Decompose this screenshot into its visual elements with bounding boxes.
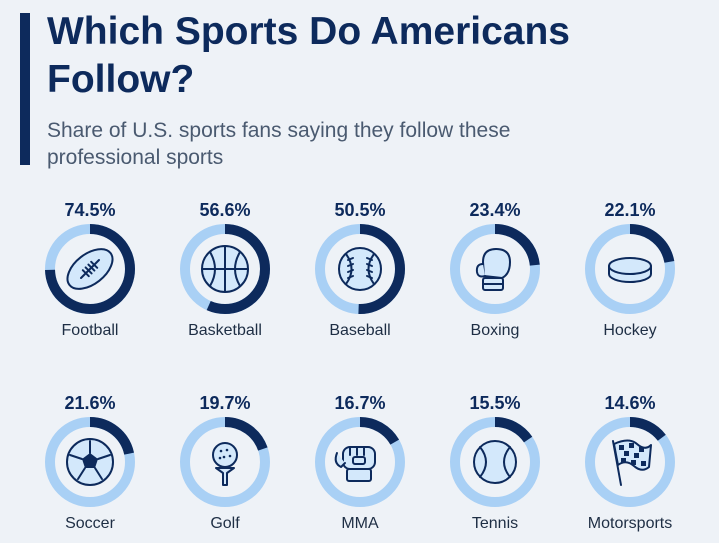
category-label: Motorsports [587,515,673,532]
donut-svg [180,224,270,314]
category-label: Football [61,322,119,339]
donut-ring [450,417,540,507]
donut-value-arc [180,417,270,507]
data-label: 16.7% [334,393,386,413]
donut-svg [585,417,675,507]
data-label: 23.4% [469,200,521,220]
category-label: Basketball [188,322,262,339]
donut-svg [180,417,270,507]
tennis-ball-icon [473,440,517,484]
data-label: 21.6% [64,393,116,413]
donut-ring [585,417,675,507]
donut-value-arc [45,417,135,507]
donut-item-basketball: 56.6% Basketball [157,200,293,350]
donut-item-football: 74.5% Football [22,200,158,350]
football-icon [66,248,114,290]
category-label: Hockey [603,322,657,339]
donut-value-arc [585,224,675,314]
boxing-glove-icon [475,248,511,291]
donut-ring [585,224,675,314]
title-accent-bar [20,13,30,165]
category-label: Soccer [65,515,115,532]
hockey-puck-icon [608,257,652,283]
donut-item-motorsports: 14.6% Motorsports [562,393,698,543]
data-label: 15.5% [469,393,521,413]
checkered-flag-icon [612,439,652,486]
category-label: Tennis [471,515,519,532]
donut-svg [315,224,405,314]
donut-item-hockey: 22.1% Hockey [562,200,698,350]
donut-value-arc [315,417,405,507]
data-label: 74.5% [64,200,116,220]
donut-item-golf: 19.7% Golf [157,393,293,543]
donut-item-boxing: 23.4% Boxing [427,200,563,350]
donut-svg [315,417,405,507]
category-label: MMA [341,515,379,532]
donut-svg [45,417,135,507]
category-label: Boxing [470,322,520,339]
data-label: 14.6% [604,393,656,413]
donut-value-arc [45,224,135,314]
donut-ring [180,224,270,314]
donut-item-baseball: 50.5% Baseball [292,200,428,350]
category-label: Baseball [329,322,391,339]
donut-value-arc [180,224,270,314]
category-label: Golf [210,515,240,532]
donut-ring [315,224,405,314]
donut-svg [450,224,540,314]
donut-svg [45,224,135,314]
donut-ring [315,417,405,507]
data-label: 22.1% [604,200,656,220]
donut-value-arc [585,417,675,507]
donut-item-tennis: 15.5% Tennis [427,393,563,543]
donut-item-mma: 16.7% MMA [292,393,428,543]
golf-ball-icon [212,442,238,486]
donut-ring [450,224,540,314]
baseball-icon [338,247,382,291]
soccer-ball-icon [66,438,114,486]
basketball-icon [201,245,249,293]
donut-item-soccer: 21.6% Soccer [22,393,158,543]
chart-subtitle: Share of U.S. sports fans saying they fo… [47,119,511,169]
mma-glove-icon [334,446,376,482]
donut-svg [585,224,675,314]
chart-title: Which Sports Do Americans Follow? [47,10,570,101]
donut-ring [180,417,270,507]
donut-ring [45,417,135,507]
data-label: 56.6% [199,200,251,220]
donut-value-arc [450,224,540,314]
donut-value-arc [315,224,405,314]
donut-svg [450,417,540,507]
donut-value-arc [450,417,540,507]
data-label: 50.5% [334,200,386,220]
data-label: 19.7% [199,393,251,413]
donut-ring [45,224,135,314]
